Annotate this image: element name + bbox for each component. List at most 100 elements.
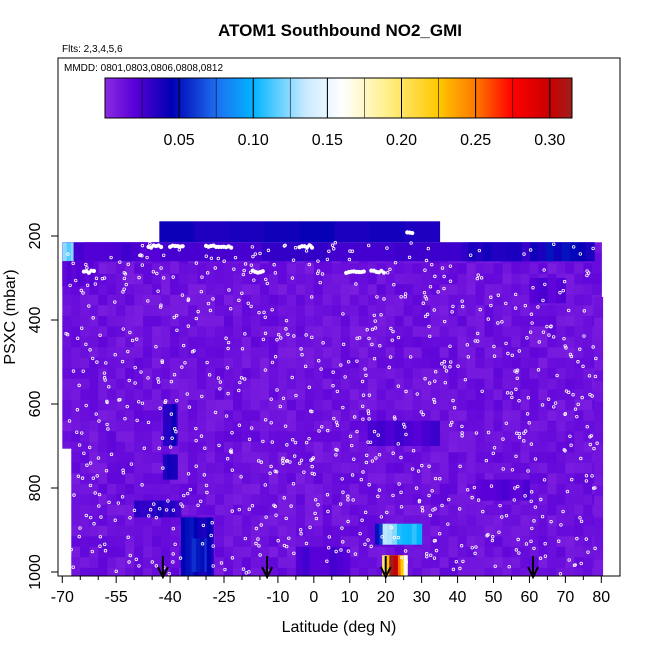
heat-cell <box>569 242 579 262</box>
heat-cell <box>520 378 531 390</box>
heat-cell <box>349 378 360 390</box>
heat-cell <box>502 273 513 285</box>
measurement-point <box>187 405 192 409</box>
heat-cell <box>574 378 584 390</box>
heat-cell <box>98 431 108 443</box>
measurement-point <box>388 355 393 359</box>
heat-cell <box>430 263 441 275</box>
heat-cell <box>71 515 81 527</box>
heat-cell <box>466 515 477 527</box>
heat-cell <box>448 263 459 275</box>
heat-cell <box>331 305 342 317</box>
measurement-point <box>200 542 205 546</box>
heat-cell <box>232 504 243 516</box>
heat-cell <box>313 462 324 474</box>
heat-cell <box>594 548 604 560</box>
heat-cell <box>268 263 279 275</box>
heat-cell <box>367 452 378 464</box>
heat-cell <box>394 305 405 317</box>
heat-cell <box>385 546 396 558</box>
measurement-point <box>80 326 84 330</box>
measurement-point <box>168 445 173 449</box>
heat-cell <box>565 504 575 516</box>
heat-cell <box>89 504 99 516</box>
heat-cell <box>547 504 557 516</box>
heat-cell <box>493 368 504 380</box>
heat-cell <box>529 326 540 338</box>
heat-cell <box>232 284 243 296</box>
heat-cell <box>439 515 450 527</box>
heat-cell <box>430 441 441 453</box>
x-tick-label: -55 <box>105 589 128 606</box>
heat-cell <box>143 452 153 464</box>
heat-cell <box>268 326 279 338</box>
heat-cell <box>376 294 387 306</box>
heat-cell <box>152 431 162 443</box>
measurement-point <box>298 528 303 532</box>
heat-cell <box>232 336 243 348</box>
heat-cell <box>511 294 522 306</box>
heat-cell <box>349 441 360 453</box>
measurement-point <box>84 262 88 267</box>
heat-cell <box>466 357 477 369</box>
measurement-point <box>116 501 121 505</box>
heat-cell <box>62 336 72 348</box>
heat-cell <box>457 410 468 422</box>
heat-cell <box>412 515 423 527</box>
heat-cell <box>313 368 324 380</box>
heat-cell <box>349 483 360 495</box>
heat-cell <box>188 273 198 285</box>
measurement-point <box>320 272 325 276</box>
heat-cell <box>583 441 593 453</box>
heat-cell <box>268 399 279 411</box>
heat-cell <box>241 494 252 506</box>
heat-cell <box>116 315 126 327</box>
heat-cell <box>583 483 593 495</box>
heat-cell <box>161 294 171 306</box>
heat-cell <box>197 368 207 380</box>
heat-cell <box>295 389 306 401</box>
heat-cell <box>484 441 495 453</box>
heat-cell <box>475 273 486 285</box>
heat-cell <box>511 284 522 296</box>
heat-cell <box>583 567 593 576</box>
heat-cell <box>556 378 566 390</box>
measurement-point <box>586 550 590 554</box>
heat-cell <box>188 326 198 338</box>
heat-cell <box>376 389 387 401</box>
heat-cell <box>331 399 342 411</box>
measurement-point <box>192 349 196 353</box>
measurement-point <box>211 564 215 568</box>
heat-cell <box>403 567 414 576</box>
x-tick-label: -10 <box>266 589 289 606</box>
measurement-point <box>284 327 288 331</box>
heat-cell <box>349 525 360 537</box>
heat-cell <box>224 494 234 506</box>
heat-cell <box>80 336 90 348</box>
heat-cell <box>241 431 252 443</box>
heat-cell <box>125 494 135 506</box>
measurement-point <box>257 310 261 315</box>
heat-cell <box>484 305 495 317</box>
heat-cell <box>448 284 459 296</box>
measurement-point <box>317 429 321 433</box>
measurement-point <box>375 295 379 299</box>
heat-cell <box>583 389 593 401</box>
measurement-point <box>105 422 109 427</box>
heat-cell <box>277 263 288 275</box>
heat-cell <box>107 515 117 527</box>
heat-cell <box>98 473 108 485</box>
measurement-point <box>571 393 575 397</box>
heat-cell <box>430 378 441 390</box>
heat-cell <box>374 523 380 545</box>
measurement-point <box>270 360 275 365</box>
measurement-point <box>239 376 244 380</box>
heat-cell <box>483 242 492 262</box>
measurement-point <box>194 464 198 468</box>
heat-cell <box>493 515 504 527</box>
heat-cell <box>259 347 270 359</box>
measurement-point <box>443 365 447 369</box>
heat-cell <box>349 284 360 296</box>
heat-cell <box>556 431 566 443</box>
heat-cell <box>367 536 378 548</box>
